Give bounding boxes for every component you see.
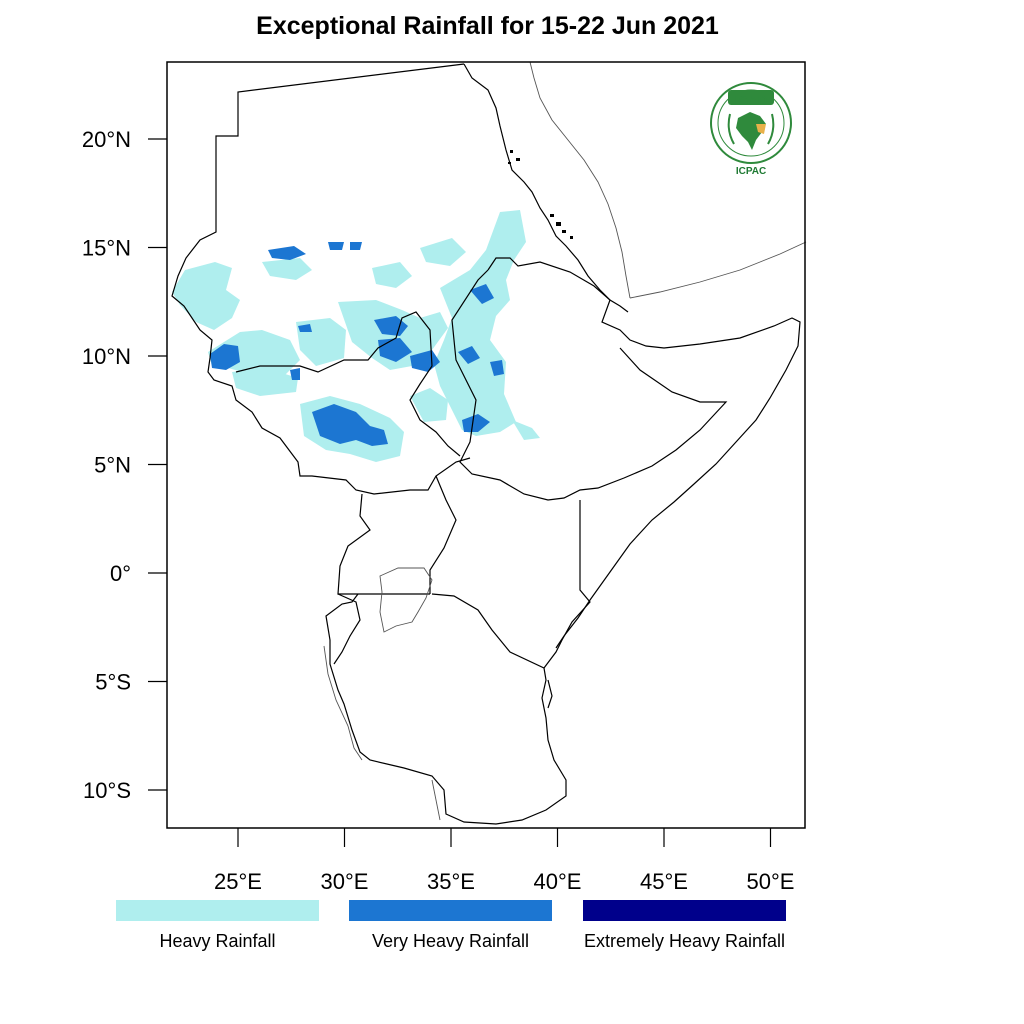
lon-tick-label: 50°E [747, 869, 795, 894]
lake-tanganyika [323, 645, 363, 761]
lake-malawi [431, 779, 441, 821]
coastline-north [463, 63, 629, 313]
lat-tick-label: 15°N [82, 236, 131, 261]
lat-tick-label: 5°S [95, 670, 131, 695]
tanzania-border [325, 593, 567, 825]
legend-swatch-extreme [583, 900, 786, 921]
legend-swatch-very-heavy [349, 900, 552, 921]
lake-victoria [379, 567, 433, 633]
water-outlines [323, 61, 807, 821]
sudan-border [171, 63, 471, 495]
lat-tick-label: 0° [110, 561, 131, 586]
legend-label-heavy: Heavy Rainfall [159, 931, 276, 951]
very-heavy-rainfall-areas [210, 242, 504, 446]
kenya-border [431, 500, 591, 669]
lon-tick-label: 40°E [534, 869, 582, 894]
igad-logo: IGAD ICPAC [708, 80, 794, 184]
map-axes: 20°N 15°N 10°N 5°N 0° 5°S 10°S 25°E 30°E 35°E 40°E… [82, 127, 795, 894]
logo-subtitle: ICPAC [735, 166, 767, 177]
lat-tick-label: 10°S [83, 778, 131, 803]
tanzania-coast-islands [547, 679, 553, 709]
ethiopia-border [487, 257, 801, 649]
red-sea-east-shore [529, 61, 631, 299]
sudan-south-sudan-border [235, 311, 461, 457]
legend-label-very-heavy: Very Heavy Rainfall [371, 931, 530, 951]
legend-swatch-heavy [116, 900, 319, 921]
red-sea-islands [508, 150, 573, 239]
logo-name: IGAD [734, 93, 768, 108]
map-title: Exceptional Rainfall for 15-22 Jun 2021 [256, 12, 719, 40]
country-borders [171, 63, 801, 825]
gulf-of-aden-north [629, 241, 807, 299]
lon-tick-label: 45°E [640, 869, 688, 894]
uganda-border [337, 493, 430, 595]
map-frame [166, 61, 806, 829]
lat-tick-label: 20°N [82, 127, 131, 152]
lat-tick-label: 10°N [82, 344, 131, 369]
igad-emblem-icon [710, 82, 792, 164]
kenya-uganda-border [429, 475, 457, 594]
lon-tick-label: 35°E [427, 869, 475, 894]
lon-tick-label: 25°E [214, 869, 262, 894]
lat-tick-label: 5°N [94, 453, 131, 478]
ethiopia-somalia-border [451, 269, 728, 501]
lon-tick-label: 30°E [321, 869, 369, 894]
rwanda-burundi-border [333, 593, 361, 665]
legend-label-extreme: Extremely Heavy Rainfall [583, 931, 786, 951]
